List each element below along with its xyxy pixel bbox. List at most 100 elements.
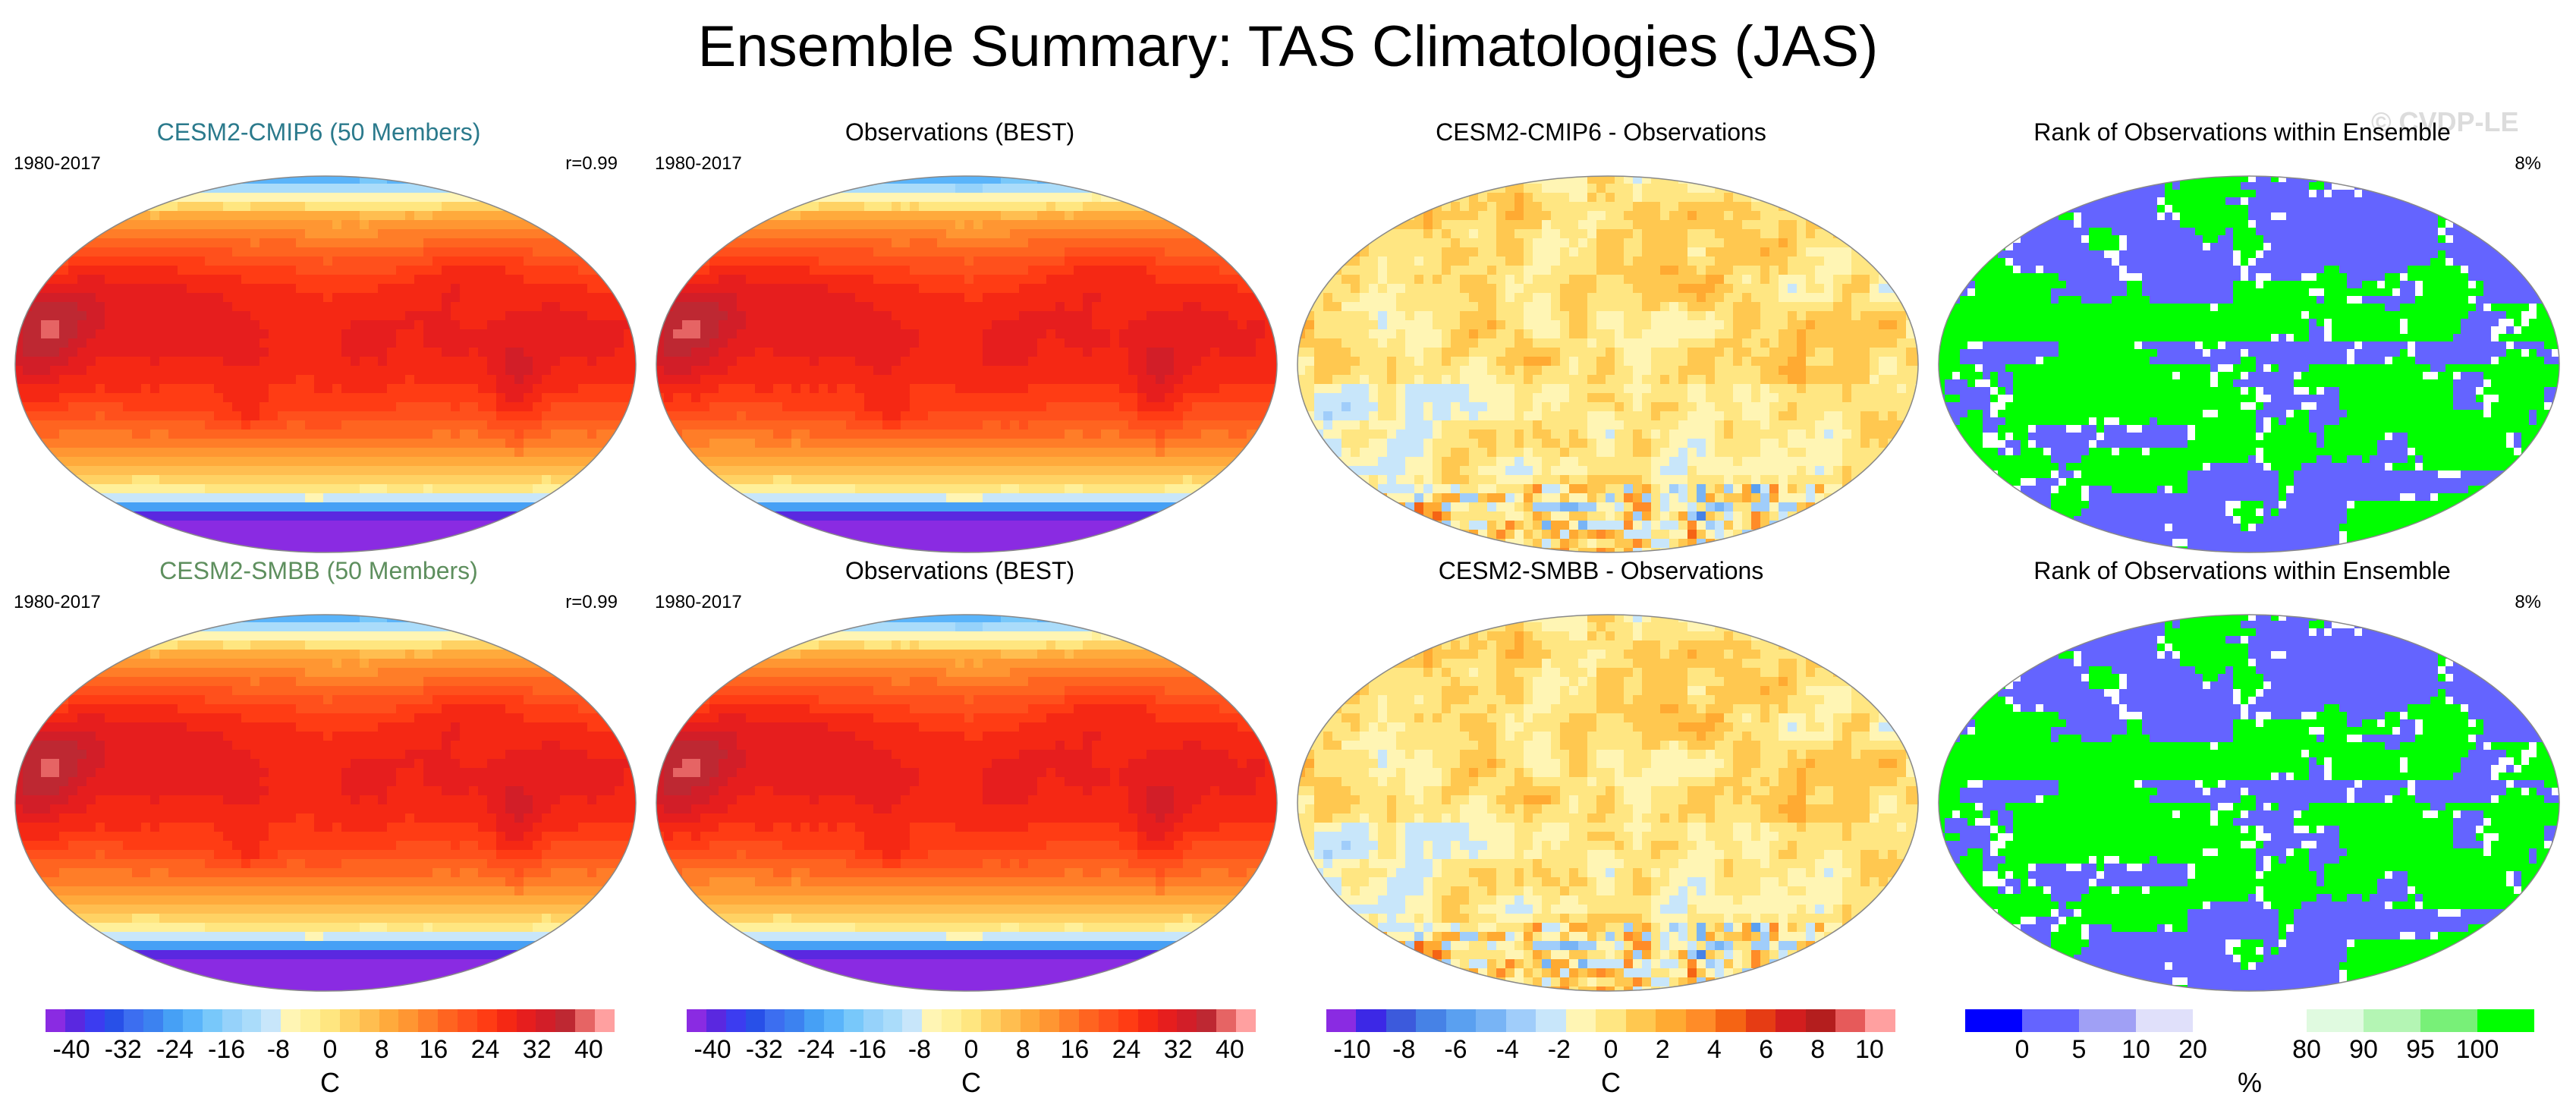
map-cell <box>873 420 883 430</box>
map-cell <box>992 275 1002 285</box>
map-cell <box>819 338 829 348</box>
map-cell <box>737 357 747 367</box>
map-cell <box>1165 348 1175 357</box>
map-cell <box>123 530 133 540</box>
map-cell <box>451 357 461 367</box>
map-cell <box>937 420 947 430</box>
map-cell <box>773 320 783 330</box>
map-cell <box>837 220 847 230</box>
map-cell <box>1046 439 1056 448</box>
map-cell <box>187 302 197 312</box>
map-cell <box>314 457 324 467</box>
map-cell <box>32 256 42 266</box>
map-cell <box>928 411 938 421</box>
map-cell <box>196 302 206 312</box>
map-cell <box>423 247 433 257</box>
map-cell <box>624 366 634 376</box>
map-cell <box>673 348 683 357</box>
map-cell <box>405 475 415 485</box>
map-cell <box>1137 384 1147 394</box>
map-cell <box>1001 311 1011 321</box>
map-cell <box>901 338 911 348</box>
map-cell <box>682 284 692 294</box>
map-cell <box>1174 338 1184 348</box>
map-cell <box>23 484 33 494</box>
map-cell <box>973 311 983 321</box>
map-cell <box>305 430 315 439</box>
map-cell <box>178 448 187 458</box>
map-cell <box>673 256 683 266</box>
map-cell <box>432 530 442 540</box>
map-cell <box>478 348 488 357</box>
map-cell <box>241 484 251 494</box>
map-cell <box>451 420 461 430</box>
map-cell <box>360 348 370 357</box>
map-cell <box>1183 357 1193 367</box>
map-cell <box>846 366 856 376</box>
map-cell <box>828 247 838 257</box>
map-cell <box>1101 411 1111 421</box>
map-cell <box>864 193 874 203</box>
map-cell <box>800 357 810 367</box>
map-cell <box>791 411 801 421</box>
map-cell <box>241 193 251 203</box>
map-cell <box>973 193 983 203</box>
map-cell <box>1210 329 1220 339</box>
map-cell <box>1074 329 1084 339</box>
map-cell <box>928 202 938 212</box>
map-cell <box>1210 357 1220 367</box>
map-cell <box>1146 357 1156 367</box>
map-cell <box>423 229 433 239</box>
map-cell <box>1019 320 1029 330</box>
map-cell <box>1274 238 1277 248</box>
map-cell <box>791 448 801 458</box>
map-cell <box>1201 229 1211 239</box>
map-cell <box>551 439 561 448</box>
map-cell <box>800 411 810 421</box>
map-cell <box>1010 430 1020 439</box>
map-cell <box>351 311 360 321</box>
map-cell <box>423 466 433 476</box>
map-cell <box>855 338 865 348</box>
map-cell <box>746 220 756 230</box>
map-cell <box>1156 366 1165 376</box>
map-cell <box>983 320 992 330</box>
map-cell <box>1037 384 1047 394</box>
map-cell <box>864 420 874 430</box>
map-cell <box>360 357 370 367</box>
map-cell <box>855 393 865 403</box>
map-cell <box>269 211 278 221</box>
map-cell <box>846 430 856 439</box>
map-cell <box>278 430 288 439</box>
map-cell <box>287 502 297 512</box>
map-cell <box>287 411 297 421</box>
map-cell <box>405 311 415 321</box>
map-cell <box>314 329 324 339</box>
map-cell <box>114 193 124 203</box>
map-cell <box>764 284 774 294</box>
map-cell <box>487 266 497 275</box>
map-cell <box>432 393 442 403</box>
map-cell <box>23 284 33 294</box>
map-cell <box>305 338 315 348</box>
map-cell <box>524 302 533 312</box>
map-cell <box>287 256 297 266</box>
map-cell <box>828 275 838 285</box>
map-cell <box>596 439 606 448</box>
map-cell <box>1128 311 1138 321</box>
map-cell <box>719 357 728 367</box>
map-cell <box>946 311 956 321</box>
map-cell <box>700 193 710 203</box>
map-cell <box>387 402 397 412</box>
map-cell <box>132 247 142 257</box>
map-cell <box>369 256 379 266</box>
map-cell <box>624 511 634 521</box>
map-cell <box>460 511 470 521</box>
map-cell <box>178 176 187 184</box>
map-cell <box>587 457 597 467</box>
map-cell <box>478 448 488 458</box>
map-cell <box>1019 193 1029 203</box>
map-cell <box>68 238 78 248</box>
map-cell <box>946 375 956 385</box>
map-cell <box>41 357 51 367</box>
